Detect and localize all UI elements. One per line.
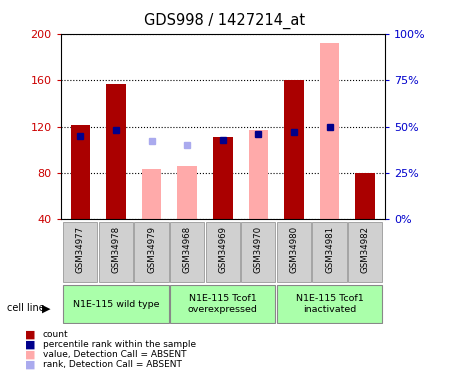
Bar [71,125,90,219]
FancyBboxPatch shape [277,222,311,282]
FancyBboxPatch shape [277,285,382,323]
Text: GSM34980: GSM34980 [289,226,298,273]
Text: GDS998 / 1427214_at: GDS998 / 1427214_at [144,13,306,29]
Bar [356,173,375,219]
Text: GSM34978: GSM34978 [112,226,121,273]
Text: ▶: ▶ [42,303,51,313]
Text: N1E-115 Tcof1
overexpressed: N1E-115 Tcof1 overexpressed [188,294,258,314]
FancyBboxPatch shape [135,222,169,282]
Text: ■: ■ [25,350,35,360]
FancyBboxPatch shape [63,285,169,323]
Text: ■: ■ [25,360,35,370]
Text: N1E-115 Tcof1
inactivated: N1E-115 Tcof1 inactivated [296,294,364,314]
Text: GSM34981: GSM34981 [325,226,334,273]
Text: GSM34968: GSM34968 [183,226,192,273]
FancyBboxPatch shape [170,222,204,282]
Bar [284,80,304,219]
Bar [106,84,126,219]
Bar [248,130,268,219]
FancyBboxPatch shape [348,222,382,282]
Text: ■: ■ [25,340,35,350]
Text: GSM34977: GSM34977 [76,226,85,273]
Text: GSM34982: GSM34982 [360,226,369,273]
Text: ■: ■ [25,330,35,339]
Bar [213,137,233,219]
FancyBboxPatch shape [241,222,275,282]
Text: percentile rank within the sample: percentile rank within the sample [43,340,196,349]
Text: rank, Detection Call = ABSENT: rank, Detection Call = ABSENT [43,360,182,369]
Text: count: count [43,330,68,339]
FancyBboxPatch shape [170,285,275,323]
Text: cell line: cell line [7,303,45,313]
Text: N1E-115 wild type: N1E-115 wild type [73,300,159,309]
FancyBboxPatch shape [99,222,133,282]
Text: value, Detection Call = ABSENT: value, Detection Call = ABSENT [43,350,186,359]
Bar [177,166,197,219]
Text: GSM34969: GSM34969 [218,226,227,273]
Bar [320,43,339,219]
Text: GSM34970: GSM34970 [254,226,263,273]
Bar [142,170,162,219]
FancyBboxPatch shape [312,222,346,282]
FancyBboxPatch shape [206,222,240,282]
Text: GSM34979: GSM34979 [147,226,156,273]
FancyBboxPatch shape [63,222,97,282]
